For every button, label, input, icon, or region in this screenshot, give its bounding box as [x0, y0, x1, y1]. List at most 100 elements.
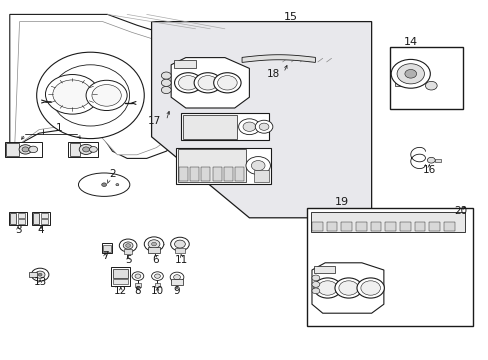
Bar — [18, 213, 25, 218]
Circle shape — [174, 73, 202, 93]
Ellipse shape — [51, 65, 129, 126]
Bar — [341, 222, 351, 231]
Bar — [29, 272, 37, 277]
Circle shape — [243, 122, 255, 131]
Text: 14: 14 — [403, 37, 417, 47]
Bar — [201, 167, 210, 181]
Bar — [181, 113, 268, 140]
Circle shape — [45, 75, 99, 114]
Circle shape — [317, 281, 337, 295]
Circle shape — [82, 147, 89, 152]
Bar — [235, 167, 244, 181]
Circle shape — [123, 242, 133, 249]
Bar — [306, 208, 472, 326]
Text: 9: 9 — [173, 285, 180, 296]
Bar — [178, 149, 246, 182]
Text: 11: 11 — [175, 255, 188, 265]
Bar — [311, 222, 322, 231]
Text: 7: 7 — [102, 251, 108, 261]
Bar — [434, 159, 440, 162]
Bar — [33, 213, 39, 224]
Circle shape — [217, 76, 237, 90]
Circle shape — [154, 274, 160, 278]
Text: 18: 18 — [266, 69, 280, 79]
Circle shape — [144, 237, 163, 251]
Bar — [385, 222, 395, 231]
Bar — [41, 219, 48, 224]
Circle shape — [22, 147, 29, 152]
Bar — [41, 213, 48, 218]
Bar — [326, 222, 337, 231]
Bar — [190, 167, 199, 181]
Bar — [148, 247, 160, 253]
Bar — [32, 212, 50, 225]
Circle shape — [311, 275, 319, 281]
Circle shape — [311, 288, 319, 294]
Bar — [443, 222, 454, 231]
Text: 16: 16 — [422, 165, 435, 175]
Bar — [154, 283, 160, 287]
Ellipse shape — [37, 52, 144, 139]
Circle shape — [311, 282, 319, 287]
Bar — [314, 266, 334, 273]
Circle shape — [213, 73, 241, 93]
Circle shape — [29, 146, 38, 153]
Bar — [224, 167, 232, 181]
Text: 1: 1 — [55, 123, 62, 133]
Circle shape — [35, 271, 45, 278]
Bar — [175, 248, 184, 253]
Bar — [428, 222, 439, 231]
Text: 3: 3 — [15, 225, 21, 235]
Circle shape — [425, 81, 436, 90]
Bar — [310, 212, 464, 232]
Circle shape — [360, 281, 380, 295]
Circle shape — [404, 69, 416, 78]
Circle shape — [255, 120, 272, 133]
Circle shape — [245, 157, 270, 175]
Bar — [113, 269, 127, 278]
Circle shape — [89, 147, 97, 152]
Circle shape — [390, 59, 429, 88]
Polygon shape — [10, 14, 195, 158]
Circle shape — [174, 240, 185, 248]
Bar — [389, 47, 462, 109]
Text: 6: 6 — [152, 255, 159, 265]
Bar — [183, 115, 236, 139]
Text: 5: 5 — [124, 255, 131, 265]
Circle shape — [251, 161, 264, 171]
Circle shape — [79, 144, 93, 154]
Circle shape — [53, 80, 92, 109]
Circle shape — [238, 119, 260, 135]
Bar — [70, 143, 80, 156]
Bar — [173, 60, 195, 68]
Circle shape — [334, 278, 362, 298]
Polygon shape — [242, 55, 315, 62]
Bar — [10, 213, 16, 224]
Circle shape — [338, 281, 358, 295]
Bar — [5, 142, 41, 157]
Circle shape — [125, 244, 130, 247]
Bar — [414, 222, 425, 231]
Bar — [103, 245, 110, 252]
Circle shape — [170, 237, 189, 251]
Bar — [171, 279, 183, 285]
Circle shape — [173, 275, 180, 280]
Circle shape — [31, 268, 49, 281]
Bar — [102, 243, 112, 253]
Bar — [399, 222, 410, 231]
Circle shape — [161, 79, 171, 86]
Text: 4: 4 — [38, 225, 44, 235]
Text: 12: 12 — [114, 285, 127, 296]
Text: 17: 17 — [147, 116, 161, 126]
Circle shape — [161, 86, 171, 94]
Circle shape — [178, 76, 198, 90]
Circle shape — [92, 85, 121, 106]
Polygon shape — [171, 58, 249, 108]
Bar — [176, 148, 271, 184]
Text: 20: 20 — [453, 206, 466, 216]
Bar — [394, 65, 414, 86]
Circle shape — [313, 278, 341, 298]
Text: 2: 2 — [109, 169, 116, 179]
Bar — [124, 249, 132, 254]
Text: 10: 10 — [151, 285, 163, 296]
